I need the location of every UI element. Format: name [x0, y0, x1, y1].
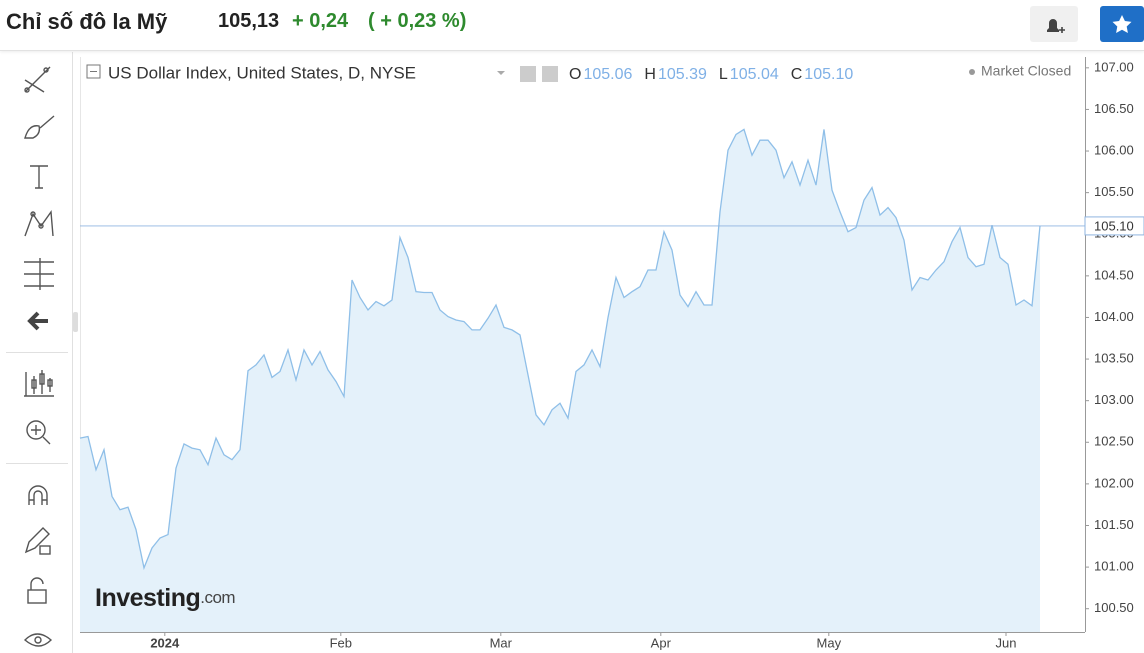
x-tick-label: Apr: [651, 635, 672, 650]
fib-tool[interactable]: [24, 258, 54, 290]
alert-button[interactable]: [1030, 6, 1078, 42]
magnet-tool[interactable]: [28, 485, 48, 505]
brand-logo: Investing.com: [95, 584, 235, 612]
page-title: Chỉ số đô la Mỹ: [6, 9, 168, 34]
x-tick-label: Mar: [490, 635, 513, 650]
settings-button[interactable]: [520, 66, 536, 82]
brand-suffix: .com: [200, 588, 235, 607]
y-tick-label: 106.50: [1094, 101, 1134, 116]
lock-tool[interactable]: [27, 577, 47, 604]
ohlc-value: 105.04: [730, 66, 779, 83]
legend-title: US Dollar Index, United States, D, NYSE: [108, 63, 416, 82]
x-tick-label: Jun: [996, 635, 1017, 650]
last-price-tag: [1084, 216, 1144, 236]
ohlc-value: 105.06: [583, 66, 632, 83]
alert-icon: [1047, 19, 1065, 34]
x-tick-label: May: [817, 635, 842, 650]
legend-dropdown[interactable]: [497, 71, 505, 75]
price-line: [79, 128, 1041, 571]
price: 105,13: [218, 10, 280, 32]
settings-button[interactable]: [542, 66, 558, 82]
x-tick-label: Feb: [330, 635, 352, 650]
header: Chỉ số đô la Mỹ 105,13 + 0,24 ( + 0,23 %…: [0, 0, 1144, 51]
ohlc-value: 105.10: [804, 66, 853, 83]
status-dot: [969, 69, 975, 75]
ohlc-name: C: [791, 66, 803, 83]
market-status: Market Closed: [981, 63, 1071, 79]
plot: [79, 128, 1085, 632]
y-tick-label: 104.00: [1094, 309, 1134, 324]
y-tick-label: 106.00: [1094, 142, 1134, 157]
text-tool[interactable]: [30, 165, 48, 189]
toolbar: [23, 66, 55, 647]
y-tick-label: 100.50: [1094, 600, 1134, 615]
ohlc-name: O: [569, 66, 581, 83]
lock-drawing-tool[interactable]: [24, 527, 51, 555]
brand: Investing: [95, 584, 200, 612]
visibility-tool[interactable]: [23, 633, 53, 647]
y-tick-label: 105.50: [1094, 184, 1134, 199]
y-tick-label: 107.00: [1094, 59, 1134, 74]
y-tick-label: 102.00: [1094, 475, 1134, 490]
pattern-tool[interactable]: [24, 210, 54, 237]
last-price-label: 105.10: [1094, 218, 1134, 233]
y-tick-label: 103.50: [1094, 350, 1134, 365]
change-percent: ( + 0,23 %): [368, 10, 467, 32]
trend-line-tool[interactable]: [24, 66, 51, 93]
zoom-tool[interactable]: [26, 420, 51, 445]
y-tick-label: 103.00: [1094, 392, 1134, 407]
change: + 0,24: [292, 10, 349, 32]
y-tick-label: 101.50: [1094, 517, 1134, 532]
x-tick-label: 2024: [150, 635, 180, 650]
collapse-legend[interactable]: [86, 64, 101, 79]
y-tick-label: 102.50: [1094, 434, 1134, 449]
area-fill: [80, 129, 1040, 632]
ohlc-value: 105.39: [658, 66, 707, 83]
brush-tool[interactable]: [24, 115, 55, 139]
ohlc: O 105.06 H 105.39 L 105.04 C 105.10: [569, 66, 853, 83]
star-icon: [1112, 15, 1132, 33]
indicators-tool[interactable]: [24, 370, 54, 397]
y-tick-label: 101.00: [1094, 559, 1134, 574]
back-tool[interactable]: [27, 311, 48, 331]
collapse-handle[interactable]: [73, 312, 78, 332]
y-tick-label: 104.50: [1094, 267, 1134, 282]
ohlc-name: L: [719, 66, 728, 83]
watchlist-button[interactable]: [1100, 6, 1144, 42]
ohlc-name: H: [644, 66, 656, 83]
